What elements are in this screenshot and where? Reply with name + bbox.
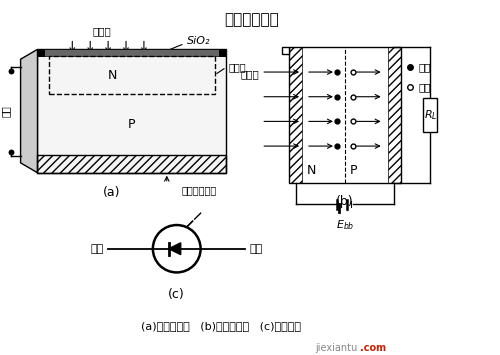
Text: jiexiantu: jiexiantu bbox=[315, 344, 357, 354]
Bar bbox=[38, 155, 226, 173]
Text: P: P bbox=[128, 118, 136, 131]
Text: N: N bbox=[108, 69, 117, 82]
Text: 耗尽区: 耗尽区 bbox=[228, 62, 246, 72]
Text: 空穴: 空穴 bbox=[418, 82, 431, 92]
Text: (c): (c) bbox=[168, 288, 185, 301]
Text: (a): (a) bbox=[104, 186, 121, 198]
Bar bbox=[38, 49, 46, 57]
Circle shape bbox=[153, 225, 200, 272]
Text: (b): (b) bbox=[336, 196, 353, 208]
Bar bbox=[289, 47, 401, 182]
Bar bbox=[50, 56, 214, 94]
Bar bbox=[424, 98, 438, 132]
Bar bbox=[38, 49, 226, 173]
Bar bbox=[282, 47, 289, 54]
Bar bbox=[38, 49, 226, 56]
Polygon shape bbox=[169, 243, 180, 255]
Text: .com: .com bbox=[360, 344, 386, 354]
Bar bbox=[388, 47, 400, 182]
Text: 电极: 电极 bbox=[0, 106, 10, 118]
Text: 前极: 前极 bbox=[91, 244, 104, 254]
Text: (a)结构原理；   (b)工作原理；   (c)电路符号: (a)结构原理； (b)工作原理； (c)电路符号 bbox=[142, 321, 302, 331]
Text: 硅光电二极管: 硅光电二极管 bbox=[224, 12, 278, 27]
Bar bbox=[289, 47, 302, 182]
Text: N: N bbox=[307, 164, 316, 177]
Text: SiO₂: SiO₂ bbox=[186, 37, 210, 47]
Text: 入射光: 入射光 bbox=[240, 69, 260, 79]
Text: 电子: 电子 bbox=[418, 62, 431, 72]
Bar bbox=[218, 49, 226, 57]
Text: P: P bbox=[350, 164, 358, 177]
Polygon shape bbox=[20, 49, 38, 173]
Text: $R_L$: $R_L$ bbox=[424, 108, 437, 122]
Text: $E_{bb}$: $E_{bb}$ bbox=[336, 218, 354, 232]
Text: 镀镍蒸铝电极: 镀镍蒸铝电极 bbox=[182, 186, 217, 196]
Text: 后极: 后极 bbox=[250, 244, 262, 254]
Text: 入射光: 入射光 bbox=[93, 27, 112, 37]
